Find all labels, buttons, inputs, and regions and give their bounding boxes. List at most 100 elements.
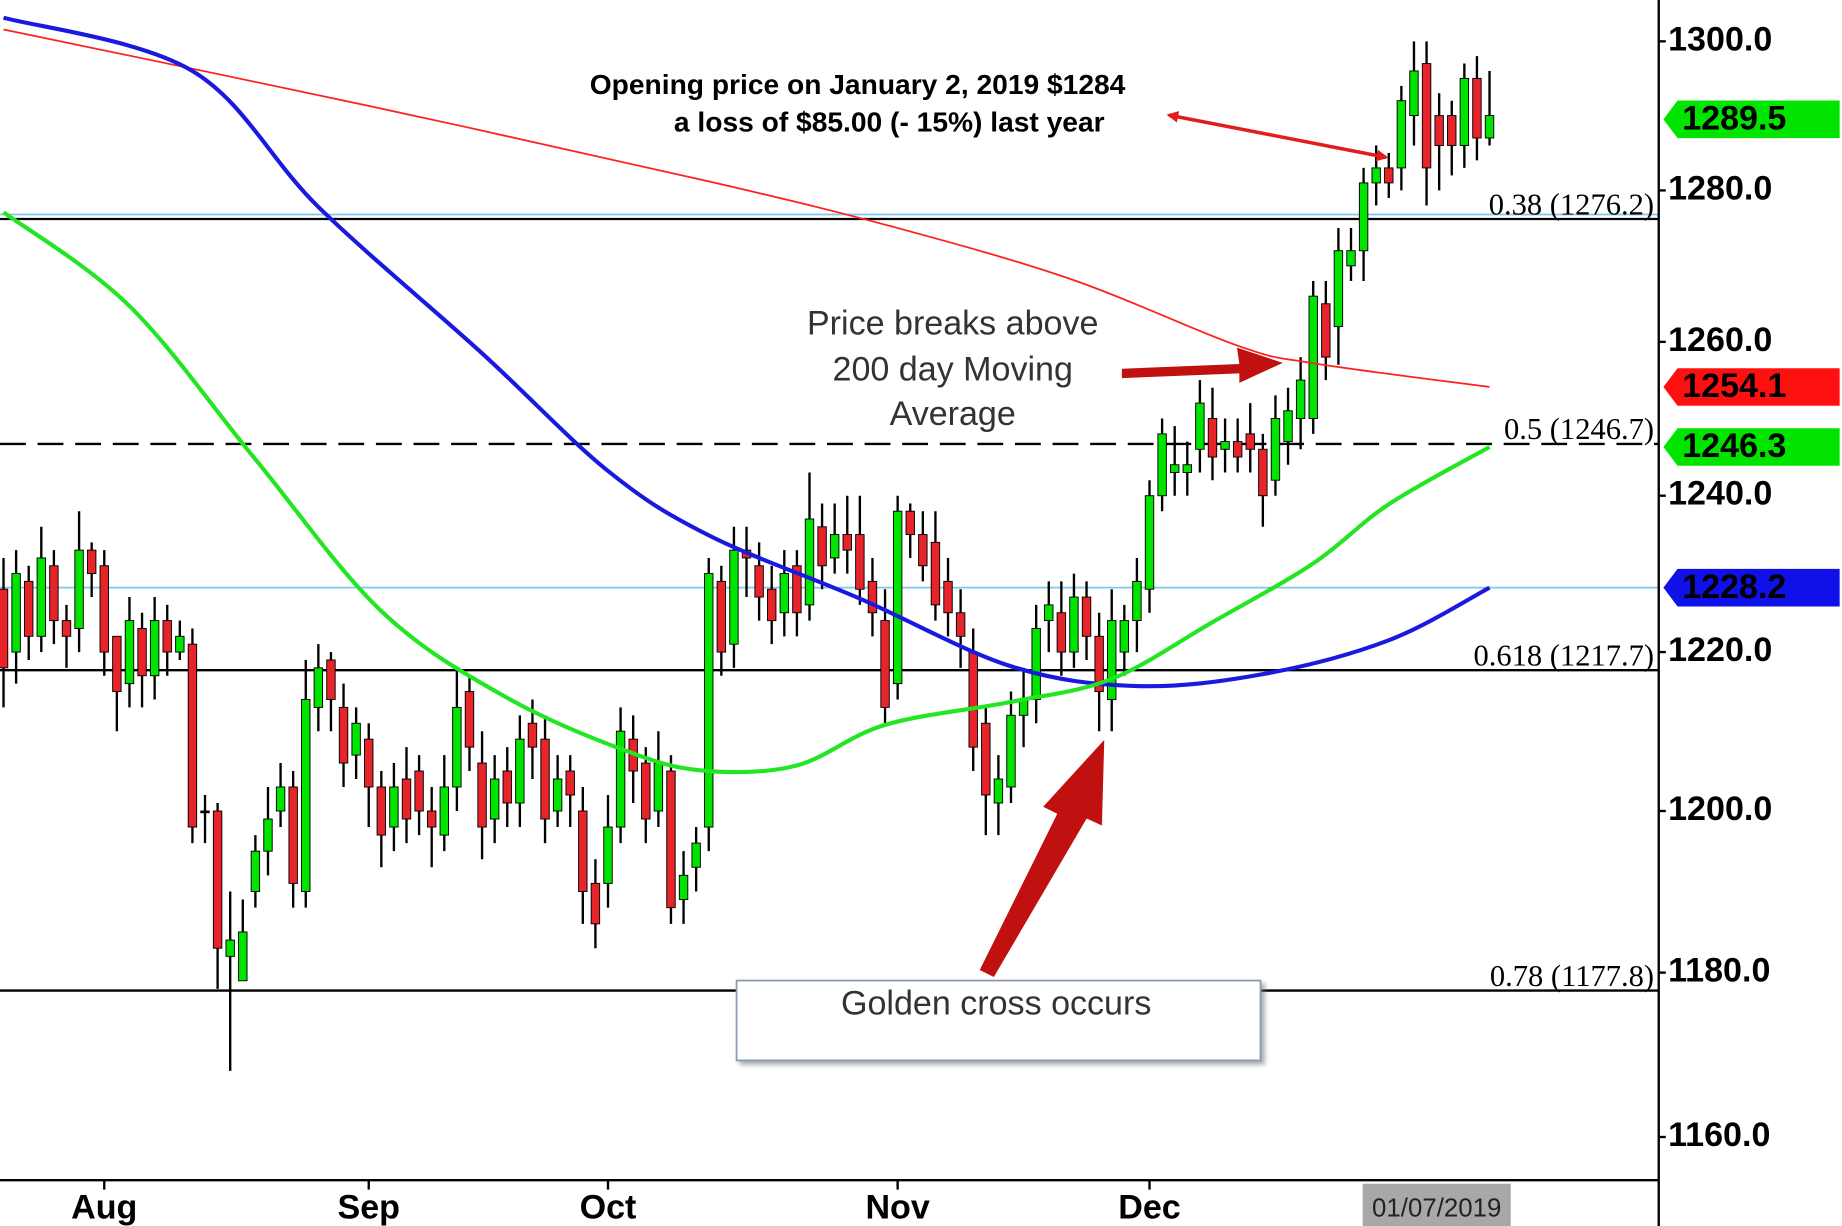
candle-body: [955, 612, 966, 637]
candle-body: [1044, 604, 1054, 622]
annotation-arrow: [1121, 347, 1283, 383]
candle-body: [716, 580, 727, 653]
candle-body: [552, 778, 563, 812]
annotation-arrow: [1166, 111, 1389, 162]
candle-body: [149, 620, 160, 677]
candle-body: [1333, 250, 1344, 328]
candle-body: [1006, 714, 1016, 788]
candle-body: [86, 549, 97, 575]
candle-body: [200, 810, 210, 814]
y-tick-label: 1280.0: [1668, 169, 1772, 207]
candle-body: [565, 770, 575, 796]
candle-body: [112, 635, 122, 693]
candle-body: [99, 565, 109, 653]
candle-body: [426, 810, 437, 828]
candle-body: [1434, 115, 1444, 146]
candle-body: [24, 580, 34, 637]
candle-body: [212, 810, 223, 949]
annotation: a loss of $85.00 (- 15%) last year: [674, 106, 1105, 138]
candle-body: [1169, 464, 1180, 473]
x-tick-label: Oct: [580, 1189, 637, 1226]
x-tick-label: Aug: [71, 1189, 137, 1226]
candle-body: [338, 706, 349, 764]
price-tag-label: 1254.1: [1682, 367, 1786, 405]
candle-body: [1119, 620, 1130, 653]
price-tag: [1663, 368, 1840, 406]
candle-body: [1232, 441, 1243, 458]
fib-label: 0.5 (1246.7): [1504, 412, 1654, 446]
candle-body: [464, 691, 475, 748]
candle-body: [829, 534, 840, 559]
candle-body: [1396, 100, 1407, 169]
annotation: Golden cross occurs: [841, 985, 1151, 1023]
candle-body: [867, 580, 878, 614]
candle-body: [1031, 627, 1041, 700]
candle-body: [1207, 418, 1218, 458]
candle-body: [578, 810, 588, 892]
candle-body: [804, 518, 815, 606]
candle-body: [729, 549, 739, 645]
candle-body: [61, 620, 72, 637]
candle-body: [678, 874, 689, 901]
candle-body: [779, 573, 790, 614]
fib-label: 0.618 (1217.7): [1473, 639, 1654, 673]
candle-body: [137, 627, 147, 677]
moving-average: [3, 28, 1490, 388]
y-tick-label: 1200.0: [1668, 790, 1772, 828]
candle-body: [1245, 433, 1255, 450]
x-tick-label: Sep: [337, 1189, 399, 1226]
candle-body: [288, 786, 298, 884]
candle-body: [918, 534, 928, 567]
candle-body: [263, 818, 273, 852]
candle-body: [175, 635, 185, 653]
candle-body: [968, 651, 978, 748]
candle-body: [1270, 418, 1281, 481]
candle-body: [1069, 596, 1079, 653]
candle-body: [477, 762, 487, 828]
candle-body: [892, 510, 903, 685]
candle-body: [1358, 182, 1369, 252]
candle-body: [1144, 495, 1155, 590]
candle-body: [389, 786, 399, 828]
candle-body: [590, 882, 601, 925]
candle-body: [1484, 115, 1495, 139]
candle-body: [1371, 167, 1381, 184]
price-tag: [1663, 428, 1840, 466]
annotation: 200 day Moving: [833, 350, 1073, 388]
candle-body: [515, 738, 525, 804]
candle-body: [905, 510, 915, 536]
candle-body: [49, 565, 59, 622]
candle-body: [666, 770, 676, 909]
price-tag-label: 1228.2: [1682, 568, 1786, 606]
y-tick-label: 1240.0: [1668, 475, 1772, 513]
fib-label: 0.38 (1276.2): [1489, 187, 1654, 221]
y-tick-label: 1180.0: [1668, 952, 1770, 990]
price-tag-label: 1246.3: [1682, 427, 1786, 465]
y-tick-label: 1260.0: [1668, 321, 1772, 359]
moving-average: [2, 210, 1491, 775]
candle-body: [0, 588, 9, 669]
candle-body: [1081, 596, 1092, 637]
candle-body: [1220, 441, 1230, 450]
y-tick-label: 1220.0: [1668, 631, 1772, 669]
candle-body: [250, 850, 261, 892]
candle-body: [326, 659, 336, 700]
candle-body: [238, 931, 248, 982]
candle-body: [364, 738, 374, 788]
candle-body: [11, 573, 21, 653]
candle-body: [1258, 448, 1268, 497]
candle-body: [855, 534, 865, 590]
candle-body: [1195, 402, 1205, 450]
candle-body: [993, 778, 1004, 804]
candle-body: [1346, 250, 1356, 267]
candle-body: [1094, 635, 1104, 693]
candle-body: [1421, 63, 1432, 169]
annotation-arrow: [979, 739, 1105, 978]
candle-body: [1182, 464, 1192, 473]
candle-body: [1384, 167, 1394, 184]
candle-body: [1409, 70, 1419, 117]
fib-label: 0.78 (1177.8): [1490, 959, 1654, 993]
candle-body: [880, 620, 890, 708]
price-tag-label: 1289.5: [1682, 99, 1786, 137]
price-tag: [1663, 568, 1840, 607]
